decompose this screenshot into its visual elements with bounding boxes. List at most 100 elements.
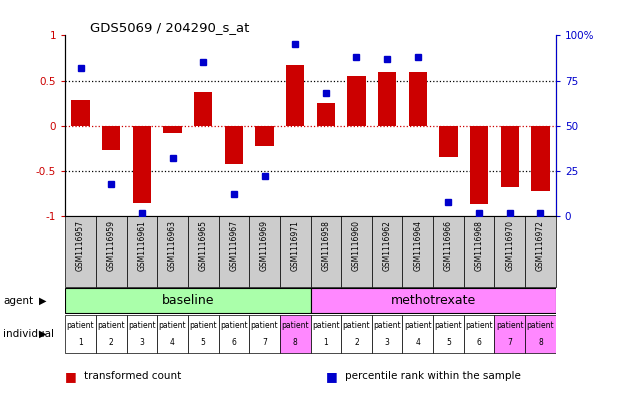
Bar: [433, 216, 464, 287]
Bar: [525, 315, 556, 353]
Text: 4: 4: [170, 338, 175, 347]
Bar: [255, 126, 274, 146]
Text: patient: patient: [128, 321, 156, 330]
Bar: [494, 216, 525, 287]
Bar: [531, 126, 550, 191]
Bar: [464, 216, 494, 287]
Bar: [96, 216, 127, 287]
Bar: [372, 315, 402, 353]
Text: 8: 8: [538, 338, 543, 347]
Text: 7: 7: [262, 338, 267, 347]
Bar: [71, 101, 90, 126]
Bar: [310, 216, 341, 287]
Bar: [470, 126, 488, 204]
Text: patient: patient: [312, 321, 340, 330]
Bar: [163, 126, 182, 133]
Bar: [188, 216, 219, 287]
Text: 5: 5: [201, 338, 206, 347]
Text: ▶: ▶: [39, 329, 46, 339]
Bar: [225, 126, 243, 164]
Text: GSM1116967: GSM1116967: [229, 220, 238, 271]
Text: transformed count: transformed count: [84, 371, 181, 382]
Bar: [188, 315, 219, 353]
Text: 1: 1: [324, 338, 329, 347]
Bar: [501, 126, 519, 187]
Bar: [133, 126, 151, 203]
Bar: [433, 315, 464, 353]
Text: 6: 6: [232, 338, 236, 347]
Bar: [310, 315, 341, 353]
Bar: [219, 315, 249, 353]
Text: patient: patient: [465, 321, 493, 330]
Text: GSM1116972: GSM1116972: [536, 220, 545, 270]
Text: GSM1116957: GSM1116957: [76, 220, 85, 271]
Text: patient: patient: [66, 321, 94, 330]
Text: agent: agent: [3, 296, 34, 306]
Text: patient: patient: [496, 321, 524, 330]
Text: 5: 5: [446, 338, 451, 347]
Bar: [347, 76, 366, 126]
Text: GSM1116964: GSM1116964: [414, 220, 422, 271]
Text: GSM1116961: GSM1116961: [137, 220, 147, 270]
Text: individual: individual: [3, 329, 54, 339]
Text: GSM1116960: GSM1116960: [352, 220, 361, 271]
Bar: [286, 65, 304, 126]
Bar: [409, 72, 427, 126]
Bar: [402, 216, 433, 287]
Bar: [127, 315, 157, 353]
Bar: [494, 315, 525, 353]
Bar: [280, 216, 310, 287]
Text: GSM1116963: GSM1116963: [168, 220, 177, 271]
Text: 3: 3: [385, 338, 389, 347]
Text: 7: 7: [507, 338, 512, 347]
Bar: [341, 216, 372, 287]
Bar: [127, 216, 157, 287]
Text: percentile rank within the sample: percentile rank within the sample: [345, 371, 520, 382]
Bar: [341, 315, 372, 353]
Bar: [402, 315, 433, 353]
Bar: [65, 216, 96, 287]
Bar: [280, 315, 310, 353]
Text: GSM1116968: GSM1116968: [474, 220, 484, 270]
Bar: [310, 288, 556, 313]
Text: GSM1116969: GSM1116969: [260, 220, 269, 271]
Text: 3: 3: [140, 338, 144, 347]
Bar: [102, 126, 120, 150]
Text: ▶: ▶: [39, 296, 46, 306]
Bar: [96, 315, 127, 353]
Bar: [219, 216, 249, 287]
Bar: [378, 72, 396, 126]
Bar: [65, 315, 96, 353]
Bar: [464, 315, 494, 353]
Text: baseline: baseline: [161, 294, 214, 307]
Text: ■: ■: [326, 370, 338, 383]
Bar: [372, 216, 402, 287]
Text: ■: ■: [65, 370, 77, 383]
Text: 2: 2: [109, 338, 114, 347]
Text: patient: patient: [373, 321, 401, 330]
Text: patient: patient: [189, 321, 217, 330]
Text: patient: patient: [97, 321, 125, 330]
Bar: [249, 216, 280, 287]
Text: GSM1116966: GSM1116966: [444, 220, 453, 271]
Text: patient: patient: [435, 321, 462, 330]
Text: patient: patient: [527, 321, 555, 330]
Text: GDS5069 / 204290_s_at: GDS5069 / 204290_s_at: [89, 21, 249, 34]
Text: methotrexate: methotrexate: [391, 294, 476, 307]
Text: patient: patient: [251, 321, 278, 330]
Text: 6: 6: [477, 338, 481, 347]
Text: GSM1116959: GSM1116959: [107, 220, 116, 271]
Bar: [157, 216, 188, 287]
Text: 4: 4: [415, 338, 420, 347]
Text: 2: 2: [354, 338, 359, 347]
Bar: [157, 315, 188, 353]
Bar: [317, 103, 335, 126]
Bar: [65, 288, 310, 313]
Bar: [249, 315, 280, 353]
Text: GSM1116965: GSM1116965: [199, 220, 207, 271]
Text: patient: patient: [220, 321, 248, 330]
Text: patient: patient: [343, 321, 370, 330]
Bar: [525, 216, 556, 287]
Text: 1: 1: [78, 338, 83, 347]
Text: GSM1116971: GSM1116971: [291, 220, 300, 270]
